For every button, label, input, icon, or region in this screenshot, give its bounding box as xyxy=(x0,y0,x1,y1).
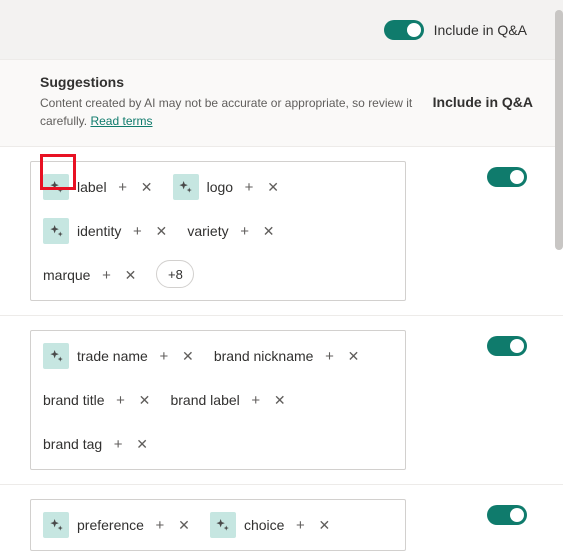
remove-icon[interactable]: ✕ xyxy=(139,180,155,194)
suggestion-group: preference + ✕ choice + ✕ xyxy=(0,485,563,559)
ai-sparkle-icon xyxy=(173,174,199,200)
toggle-knob xyxy=(510,170,524,184)
chip-label: brand nickname xyxy=(214,348,314,364)
add-icon[interactable]: + xyxy=(98,268,114,283)
remove-icon[interactable]: ✕ xyxy=(180,349,196,363)
remove-icon[interactable]: ✕ xyxy=(176,518,192,532)
overflow-count[interactable]: +8 xyxy=(156,260,194,288)
read-terms-link[interactable]: Read terms xyxy=(90,114,152,128)
chip-label: variety xyxy=(187,223,228,239)
suggestion-chip: choice + ✕ xyxy=(210,510,336,540)
group-include-toggle[interactable] xyxy=(487,167,527,187)
chip-label: brand title xyxy=(43,392,104,408)
chip-label: logo xyxy=(207,179,233,195)
chip-label: brand tag xyxy=(43,436,102,452)
suggestion-chip: trade name + ✕ xyxy=(43,341,200,371)
group-toggle-col xyxy=(406,161,533,187)
top-bar: Include in Q&A xyxy=(0,0,563,60)
sparkle-icon xyxy=(49,224,64,239)
group-toggle-col xyxy=(406,499,533,525)
suggestion-group: trade name + ✕ brand nickname + ✕ brand title +… xyxy=(0,316,563,485)
ai-sparkle-icon xyxy=(43,512,69,538)
suggestion-chip: logo + ✕ xyxy=(173,172,285,202)
chip-label: choice xyxy=(244,517,284,533)
remove-icon[interactable]: ✕ xyxy=(136,393,152,407)
add-icon[interactable]: + xyxy=(321,349,337,364)
global-include-toggle[interactable] xyxy=(384,20,424,40)
remove-icon[interactable]: ✕ xyxy=(345,349,361,363)
add-icon[interactable]: + xyxy=(129,224,145,239)
suggestion-chip: label + ✕ xyxy=(43,172,159,202)
add-icon[interactable]: + xyxy=(241,180,257,195)
sparkle-icon xyxy=(178,180,193,195)
sparkle-icon xyxy=(215,518,230,533)
group-include-toggle[interactable] xyxy=(487,336,527,356)
remove-icon[interactable]: ✕ xyxy=(134,437,150,451)
suggestion-chip: variety + ✕ xyxy=(187,216,280,246)
groups-container: label + ✕ logo + ✕ identity + ✕ variety + ✕ marque + ✕… xyxy=(0,147,563,559)
viewport: Include in Q&A Suggestions Content creat… xyxy=(0,0,563,559)
group-toggle-col xyxy=(406,330,533,356)
chip-box: preference + ✕ choice + ✕ xyxy=(30,499,406,551)
include-column-header: Include in Q&A xyxy=(433,94,533,110)
add-icon[interactable]: + xyxy=(292,518,308,533)
chip-label: identity xyxy=(77,223,121,239)
chip-box: label + ✕ logo + ✕ identity + ✕ variety + ✕ marque + ✕… xyxy=(30,161,406,301)
remove-icon[interactable]: ✕ xyxy=(153,224,169,238)
suggestion-chip: brand title + ✕ xyxy=(43,385,156,415)
chip-label: trade name xyxy=(77,348,148,364)
ai-sparkle-icon xyxy=(43,343,69,369)
suggestion-group: label + ✕ logo + ✕ identity + ✕ variety + ✕ marque + ✕… xyxy=(0,147,563,316)
chip-box: trade name + ✕ brand nickname + ✕ brand title +… xyxy=(30,330,406,470)
remove-icon[interactable]: ✕ xyxy=(265,180,281,194)
chip-label: brand label xyxy=(170,392,239,408)
remove-icon[interactable]: ✕ xyxy=(316,518,332,532)
sparkle-icon xyxy=(49,518,64,533)
ai-sparkle-icon xyxy=(43,174,69,200)
add-icon[interactable]: + xyxy=(112,393,128,408)
suggestions-description: Content created by AI may not be accurat… xyxy=(40,94,413,130)
add-icon[interactable]: + xyxy=(156,349,172,364)
add-icon[interactable]: + xyxy=(248,393,264,408)
chip-label: preference xyxy=(77,517,144,533)
scrollbar[interactable] xyxy=(555,10,563,250)
chip-label: marque xyxy=(43,267,90,283)
suggestion-chip: identity + ✕ xyxy=(43,216,173,246)
add-icon[interactable]: + xyxy=(115,180,131,195)
add-icon[interactable]: + xyxy=(110,437,126,452)
sparkle-icon xyxy=(49,180,64,195)
suggestion-chip: brand nickname + ✕ xyxy=(214,341,366,371)
toggle-knob xyxy=(407,23,421,37)
remove-icon[interactable]: ✕ xyxy=(272,393,288,407)
ai-sparkle-icon xyxy=(43,218,69,244)
ai-sparkle-icon xyxy=(210,512,236,538)
suggestion-chip: marque + ✕ xyxy=(43,260,142,290)
suggestions-header-left: Suggestions Content created by AI may no… xyxy=(40,74,433,130)
remove-icon[interactable]: ✕ xyxy=(122,268,138,282)
add-icon[interactable]: + xyxy=(237,224,253,239)
chip-label: label xyxy=(77,179,107,195)
group-include-toggle[interactable] xyxy=(487,505,527,525)
global-include-row: Include in Q&A xyxy=(384,20,527,40)
toggle-knob xyxy=(510,508,524,522)
suggestions-header: Suggestions Content created by AI may no… xyxy=(0,60,563,147)
suggestion-chip: preference + ✕ xyxy=(43,510,196,540)
suggestion-chip: brand tag + ✕ xyxy=(43,429,154,459)
suggestion-chip: brand label + ✕ xyxy=(170,385,291,415)
toggle-knob xyxy=(510,339,524,353)
global-include-label: Include in Q&A xyxy=(434,22,527,38)
remove-icon[interactable]: ✕ xyxy=(261,224,277,238)
sparkle-icon xyxy=(49,349,64,364)
suggestions-title: Suggestions xyxy=(40,74,413,90)
add-icon[interactable]: + xyxy=(152,518,168,533)
